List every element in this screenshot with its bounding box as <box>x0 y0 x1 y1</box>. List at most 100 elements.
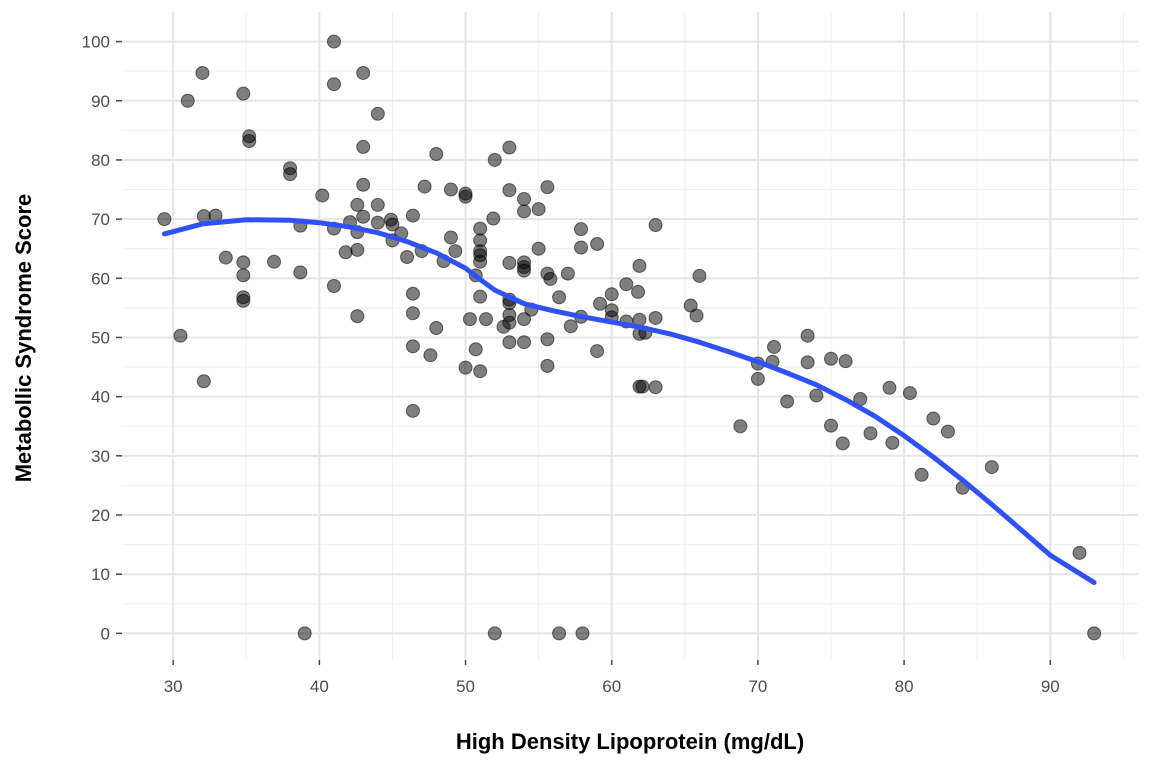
data-point <box>502 255 517 270</box>
data-point <box>604 287 619 302</box>
data-point <box>487 626 502 641</box>
data-point <box>631 284 646 299</box>
data-point <box>462 312 477 327</box>
y-tick-label: 10 <box>91 565 110 584</box>
data-point <box>370 197 385 212</box>
data-point <box>473 289 488 304</box>
data-point <box>733 419 748 434</box>
data-point <box>590 236 605 251</box>
data-point <box>315 188 330 203</box>
data-point <box>236 268 251 283</box>
data-point <box>540 180 555 195</box>
data-point <box>487 152 502 167</box>
data-point <box>940 424 955 439</box>
data-point <box>486 211 501 226</box>
data-point <box>417 179 432 194</box>
y-tick-label: 20 <box>91 506 110 525</box>
data-point <box>429 147 444 162</box>
data-point <box>443 182 458 197</box>
data-point <box>242 134 257 149</box>
data-point <box>443 230 458 245</box>
data-point <box>423 348 438 363</box>
y-tick-label: 100 <box>82 33 110 52</box>
data-point <box>619 277 634 292</box>
data-point <box>473 364 488 379</box>
data-point <box>590 344 605 359</box>
data-point <box>517 335 532 350</box>
data-point <box>574 240 589 255</box>
axis-ticks: 30 40 50 60 70 80 90 0 10 20 30 40 50 60 70 80 90 100 <box>82 33 1060 696</box>
data-point <box>236 293 251 308</box>
data-point <box>800 328 815 343</box>
data-point <box>236 86 251 101</box>
data-point <box>648 380 663 395</box>
y-tick-label: 90 <box>91 92 110 111</box>
y-tick-label: 60 <box>91 269 110 288</box>
data-point <box>218 250 233 265</box>
data-point <box>338 245 353 260</box>
data-point <box>517 192 532 207</box>
data-point <box>385 217 400 232</box>
y-tick-label: 80 <box>91 151 110 170</box>
data-point <box>350 197 365 212</box>
data-point <box>750 371 765 386</box>
data-point <box>429 321 444 336</box>
data-point <box>824 418 839 433</box>
data-point <box>689 308 704 323</box>
data-point <box>400 249 415 264</box>
x-axis-title: High Density Lipoprotein (mg/dL) <box>456 729 804 754</box>
data-point <box>448 244 463 259</box>
data-point <box>157 212 172 227</box>
y-tick-label: 40 <box>91 388 110 407</box>
data-point <box>531 202 546 217</box>
data-point <box>502 183 517 198</box>
data-point <box>863 426 878 441</box>
y-axis-title: Metabollic Syndrome Score <box>11 194 36 483</box>
y-tick-label: 70 <box>91 210 110 229</box>
data-point <box>635 379 650 394</box>
data-point <box>405 339 420 354</box>
x-tick-label: 40 <box>310 677 329 696</box>
data-point <box>350 242 365 257</box>
data-point <box>824 351 839 366</box>
y-tick-label: 30 <box>91 447 110 466</box>
data-point <box>180 93 195 108</box>
data-point <box>405 286 420 301</box>
data-point <box>405 208 420 223</box>
data-point <box>914 467 929 482</box>
data-point <box>984 460 999 475</box>
data-point <box>780 394 795 409</box>
data-point <box>517 204 532 219</box>
x-tick-label: 30 <box>164 677 183 696</box>
data-point <box>552 290 567 305</box>
data-point <box>283 167 298 182</box>
data-point <box>552 626 567 641</box>
x-tick-label: 80 <box>895 677 914 696</box>
data-point <box>356 65 371 80</box>
data-point <box>370 106 385 121</box>
data-point <box>574 222 589 237</box>
data-point <box>267 254 282 269</box>
data-point <box>926 411 941 426</box>
data-point <box>517 263 532 278</box>
data-point <box>885 435 900 450</box>
data-point <box>356 139 371 154</box>
data-point <box>293 265 308 280</box>
data-point <box>575 626 590 641</box>
data-point <box>1087 626 1102 641</box>
data-point <box>809 388 824 403</box>
data-point <box>326 34 341 49</box>
data-point <box>173 328 188 343</box>
data-point <box>473 254 488 269</box>
smooth-trend-line <box>161 217 1097 585</box>
data-point <box>838 354 853 369</box>
data-point <box>1072 545 1087 560</box>
data-point <box>370 215 385 230</box>
data-point <box>468 342 483 357</box>
data-point <box>356 177 371 192</box>
data-point <box>531 241 546 256</box>
data-point <box>766 339 781 354</box>
data-point <box>479 312 494 327</box>
data-point <box>236 255 251 270</box>
